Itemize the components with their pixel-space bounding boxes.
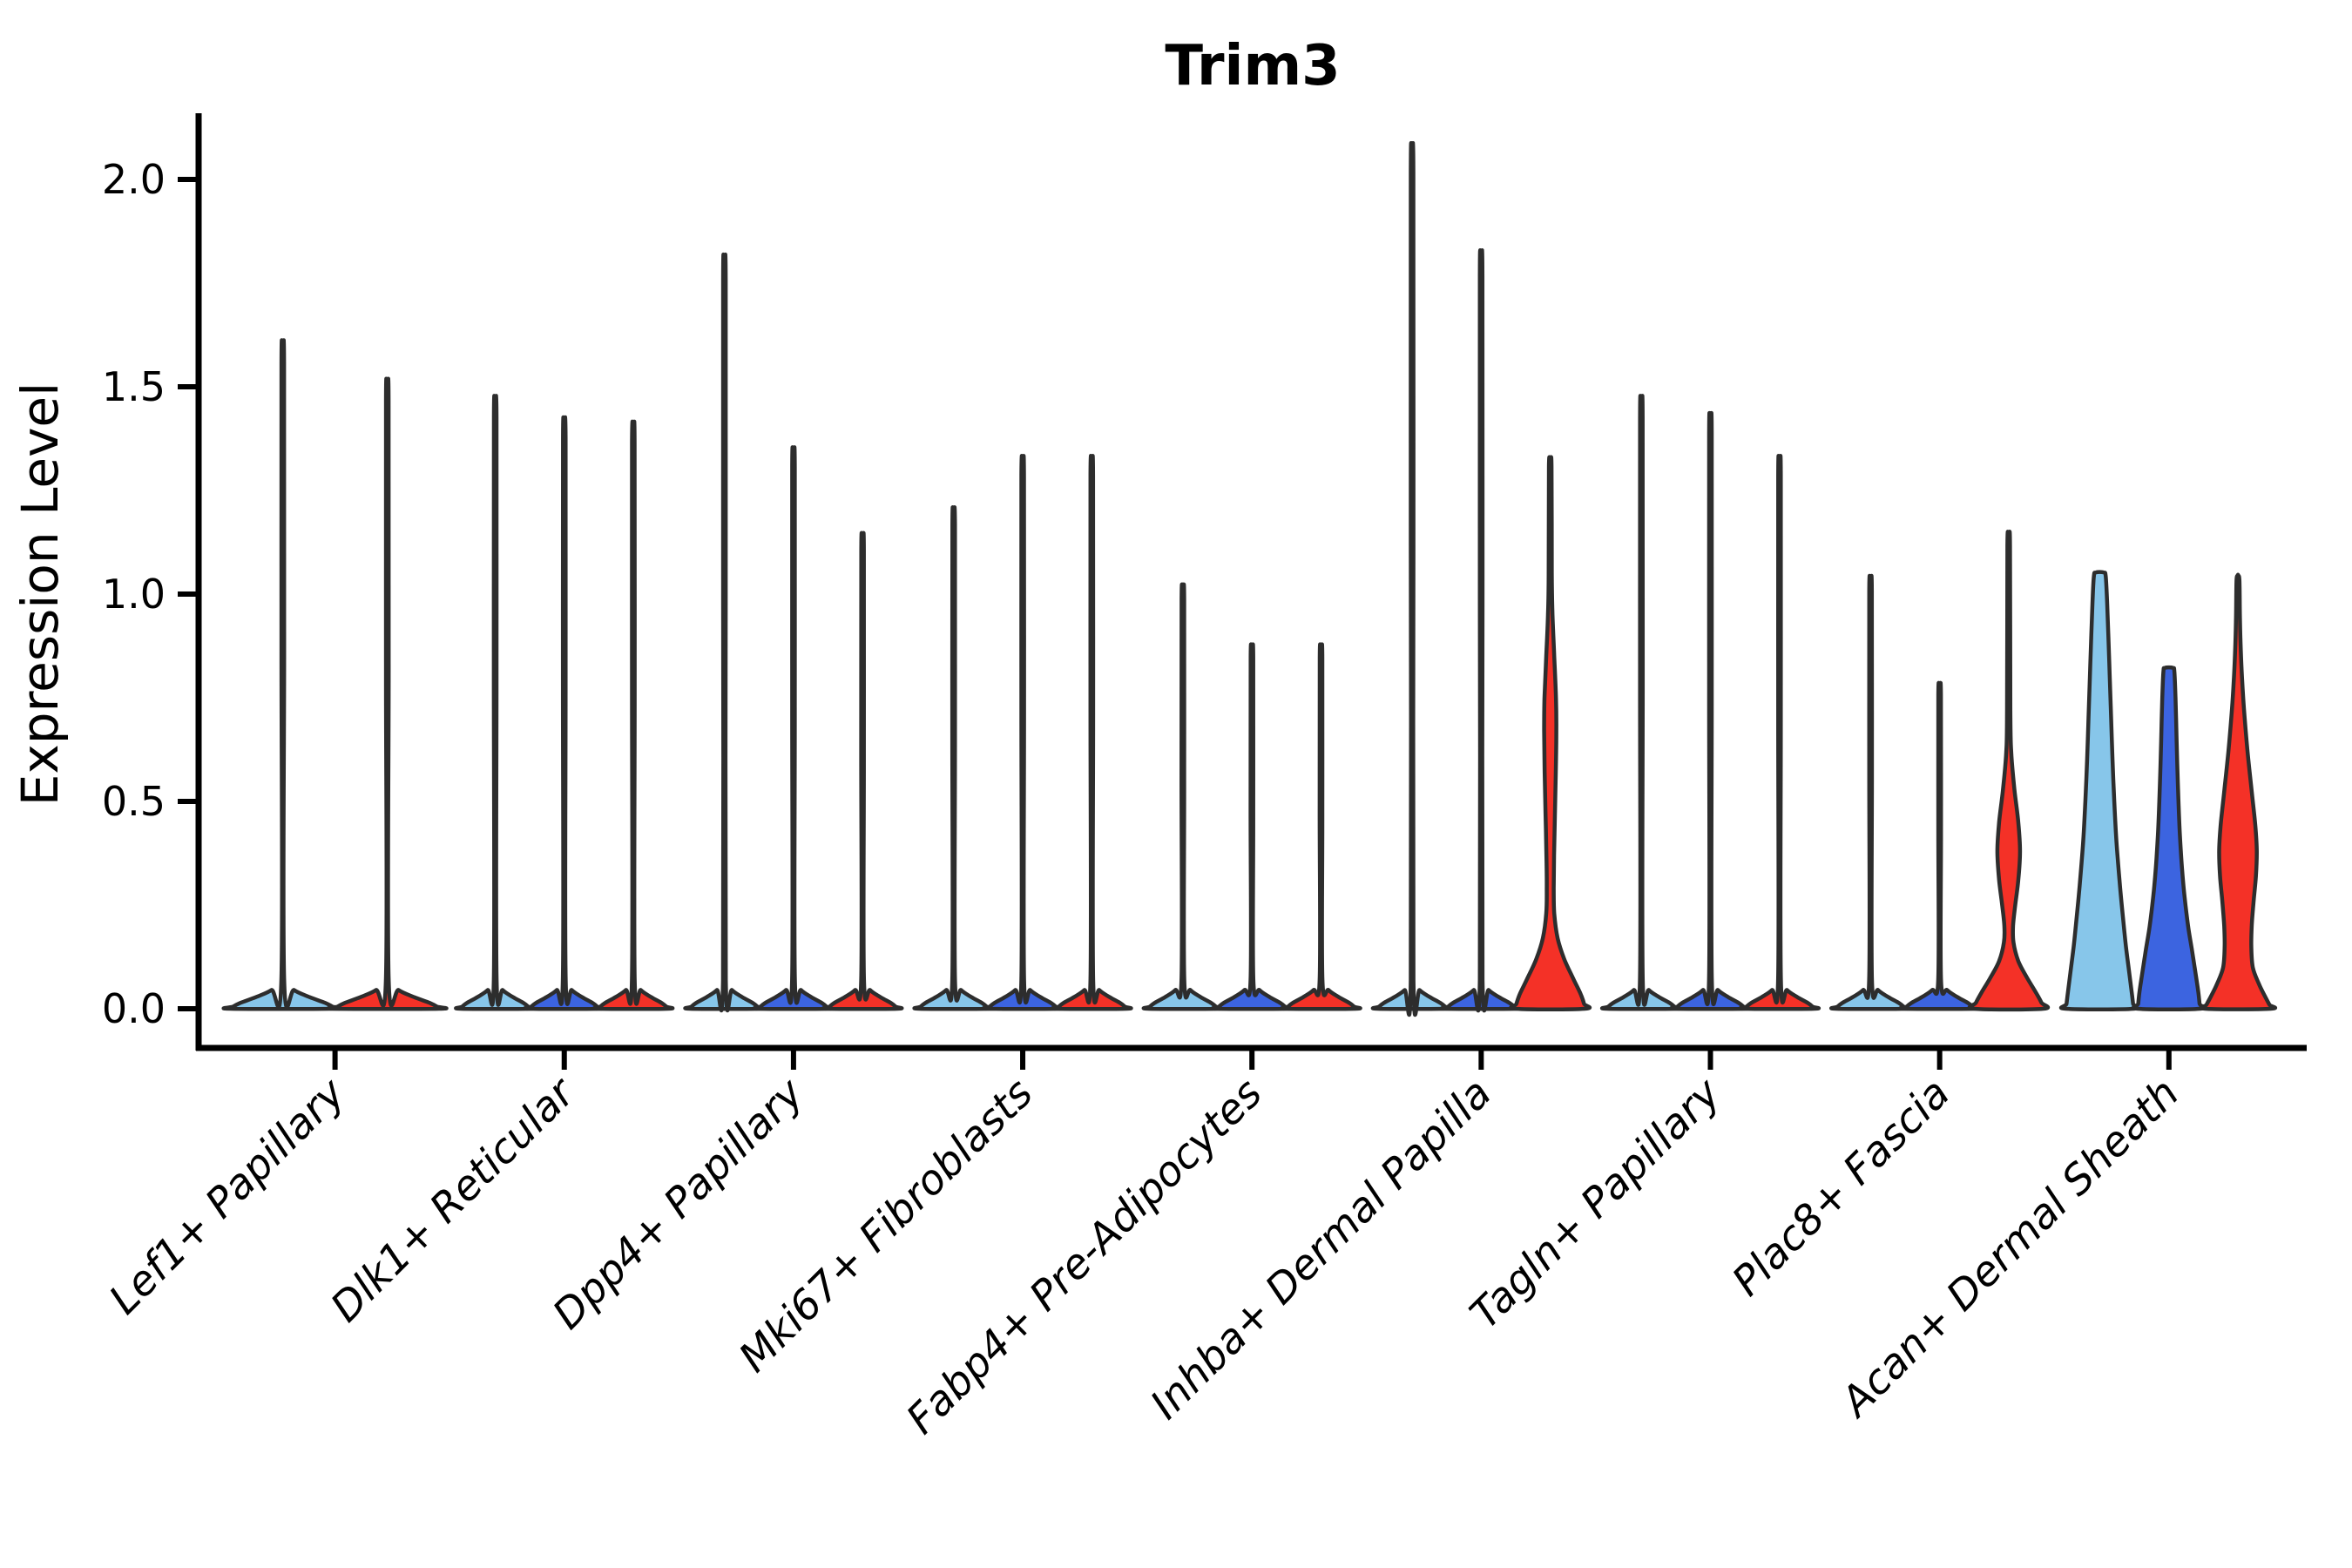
violin-tagln-papillary [1738,454,1821,1011]
violin-plac8-fascia [1898,680,1981,1011]
violin-tagln-papillary [1599,394,1683,1011]
violin-inhba-dermal-papilla [1440,248,1523,1013]
violin-lef1-papillary [221,338,344,1011]
y-tick-label: 2.0 [102,156,166,203]
violin-plac8-fascia [1967,530,2051,1012]
violin-tagln-papillary [1669,411,1752,1011]
y-tick-label: 0.0 [102,985,166,1032]
violin-mki67-fibroblasts [981,454,1064,1011]
violin-dlk1-reticular [454,394,537,1011]
violin-lef1-papillary [326,376,449,1011]
violin-fabp4-pre-adipocytes [1141,582,1225,1011]
violin-mki67-fibroblasts [1051,454,1133,1011]
violin-dpp4-papillary [821,531,904,1011]
violin-dpp4-papillary [752,445,835,1011]
y-tick-label: 0.5 [102,778,166,825]
violin-mki67-fibroblasts [912,505,996,1011]
violin-fabp4-pre-adipocytes [1210,642,1294,1011]
violin-inhba-dermal-papilla [1509,455,1592,1011]
x-tick-label: Dlk1+ Reticular [321,1068,585,1332]
violin-dlk1-reticular [591,419,675,1011]
violin-plac8-fascia [1829,573,1912,1011]
violin-dlk1-reticular [523,415,606,1011]
y-tick-label: 1.0 [102,571,166,618]
violin-dpp4-papillary [683,252,766,1012]
chart-title: Trim3 [1165,34,1340,98]
violin-fabp4-pre-adipocytes [1280,642,1362,1011]
violin-acan-dermal-sheath [2058,570,2141,1011]
x-tick-label: Dpp4+ Papillary [544,1069,814,1339]
y-tick-label: 1.5 [102,363,166,410]
y-axis-title: Expression Level [10,382,70,806]
violin-acan-dermal-sheath [2131,665,2207,1011]
x-tick-label: Plac8+ Fascia [1723,1070,1959,1306]
x-tick-label: Lef1+ Papillary [100,1069,355,1324]
violin-acan-dermal-sheath [2199,572,2278,1011]
violin-inhba-dermal-papilla [1370,141,1454,1017]
x-tick-label: Tagln+ Papillary [1461,1069,1731,1339]
